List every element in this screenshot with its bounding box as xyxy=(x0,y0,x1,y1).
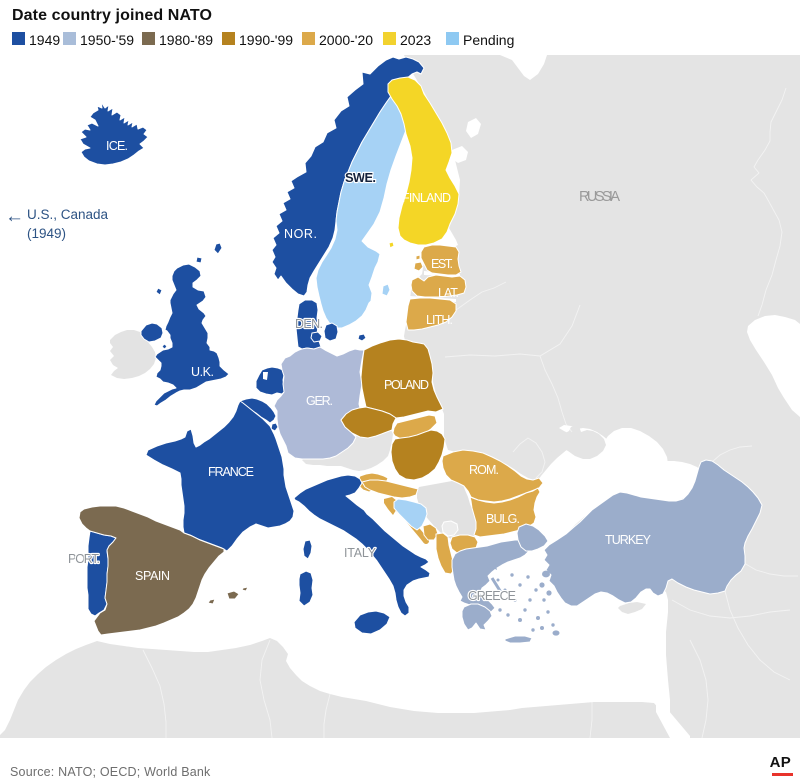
svg-text:ROM.: ROM. xyxy=(469,463,499,477)
svg-text:RUSSIA: RUSSIA xyxy=(579,189,620,205)
svg-text:BULG.: BULG. xyxy=(486,512,520,526)
svg-text:U.K.: U.K. xyxy=(191,365,214,379)
svg-text:GREECE: GREECE xyxy=(468,589,516,603)
svg-text:SPAIN: SPAIN xyxy=(135,569,170,583)
svg-text:LAT.: LAT. xyxy=(438,286,459,300)
svg-text:ITALY: ITALY xyxy=(344,546,377,560)
svg-text:TURKEY: TURKEY xyxy=(605,533,652,547)
svg-text:GER.: GER. xyxy=(306,394,333,408)
svg-text:FINLAND: FINLAND xyxy=(402,191,451,205)
svg-text:FRANCE: FRANCE xyxy=(208,465,254,479)
svg-text:POLAND: POLAND xyxy=(384,378,429,392)
svg-text:PORT.: PORT. xyxy=(68,552,100,566)
svg-text:SWE.: SWE. xyxy=(345,170,376,185)
svg-text:EST.: EST. xyxy=(431,257,453,271)
svg-text:LITH.: LITH. xyxy=(426,313,453,327)
svg-text:ICE.: ICE. xyxy=(106,139,128,153)
svg-text:DEN.: DEN. xyxy=(295,317,323,331)
svg-text:NOR.: NOR. xyxy=(284,227,317,241)
